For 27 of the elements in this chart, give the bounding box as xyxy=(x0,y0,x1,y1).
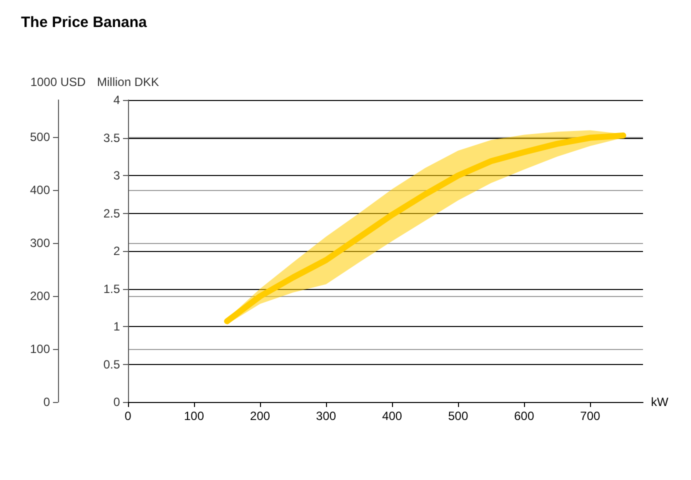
y-tick-label: 3.5 xyxy=(103,130,120,145)
y-tick-label: 1.5 xyxy=(103,282,120,296)
y2-axis-title: 1000 USD xyxy=(30,75,86,89)
x-tick-label: 400 xyxy=(382,409,402,423)
y-tick-label: 0 xyxy=(113,395,120,409)
y-tick-label: 3 xyxy=(113,168,120,182)
y2-tick-label: 300 xyxy=(30,236,50,250)
y2-tick-label: 400 xyxy=(30,183,50,198)
x-tick-label: 300 xyxy=(316,409,336,423)
y-tick-label: 2.5 xyxy=(103,206,120,220)
y-tick-label: 1 xyxy=(113,320,120,334)
x-tick-label: 700 xyxy=(580,409,601,423)
x-tick-label: 600 xyxy=(514,409,534,423)
y-tick-label: 0.5 xyxy=(103,357,120,372)
chart-title: The Price Banana xyxy=(21,14,148,31)
y-tick-label: 4 xyxy=(113,93,120,107)
y2-tick-label: 100 xyxy=(30,342,50,356)
x-tick-label: 0 xyxy=(124,409,132,423)
y-axis-title: Million DKK xyxy=(96,75,160,89)
y2-tick-label: 0 xyxy=(43,395,50,409)
y2-tick-label: 500 xyxy=(30,130,50,144)
y2-tick-label: 200 xyxy=(30,289,50,304)
y-tick-label: 2 xyxy=(113,244,120,258)
x-tick-label: 500 xyxy=(448,409,468,423)
x-tick-label: 200 xyxy=(250,409,270,423)
x-axis-title: kW xyxy=(651,395,669,409)
x-tick-label: 100 xyxy=(184,409,204,423)
